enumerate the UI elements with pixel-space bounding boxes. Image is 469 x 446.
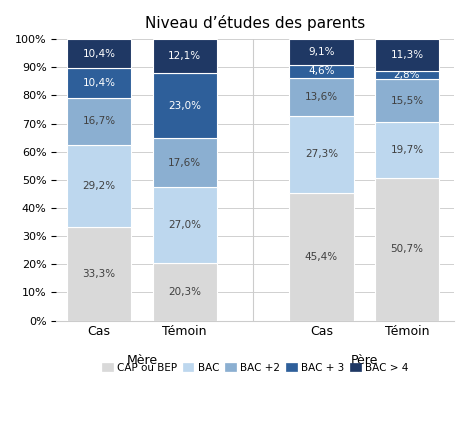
Text: 27,3%: 27,3% [305, 149, 338, 159]
Bar [375, 122, 439, 178]
Bar [152, 39, 217, 73]
Bar [289, 78, 354, 116]
Text: 45,4%: 45,4% [305, 252, 338, 262]
Bar [67, 39, 131, 68]
Bar [289, 39, 354, 65]
Text: 12,1%: 12,1% [168, 51, 201, 61]
Text: Père: Père [350, 354, 378, 368]
Text: 17,6%: 17,6% [168, 157, 201, 168]
Text: 10,4%: 10,4% [83, 49, 115, 59]
Bar [375, 39, 439, 71]
Text: 16,7%: 16,7% [83, 116, 116, 126]
Bar [375, 178, 439, 321]
Text: 4,6%: 4,6% [308, 66, 335, 76]
Text: 9,1%: 9,1% [308, 47, 335, 57]
Text: 20,3%: 20,3% [168, 287, 201, 297]
Text: 19,7%: 19,7% [390, 145, 424, 155]
Bar [67, 227, 131, 321]
Bar [152, 187, 217, 264]
Text: 15,5%: 15,5% [390, 95, 424, 106]
Bar [289, 116, 354, 193]
Text: 33,3%: 33,3% [83, 268, 116, 279]
Bar [375, 79, 439, 122]
Text: 2,8%: 2,8% [393, 70, 420, 80]
Bar [152, 264, 217, 321]
Text: 23,0%: 23,0% [168, 100, 201, 111]
Text: 13,6%: 13,6% [305, 92, 338, 102]
Bar [152, 73, 217, 138]
Bar [289, 65, 354, 78]
Text: 11,3%: 11,3% [390, 50, 424, 60]
Bar [67, 98, 131, 145]
Text: 27,0%: 27,0% [168, 220, 201, 231]
Bar [67, 145, 131, 227]
Bar [152, 138, 217, 187]
Text: Mère: Mère [126, 354, 158, 368]
Bar [289, 193, 354, 321]
Legend: CAP ou BEP, BAC, BAC +2, BAC + 3, BAC > 4: CAP ou BEP, BAC, BAC +2, BAC + 3, BAC > … [98, 359, 412, 377]
Bar [375, 71, 439, 79]
Text: 50,7%: 50,7% [391, 244, 424, 254]
Title: Niveau d’études des parents: Niveau d’études des parents [145, 15, 365, 31]
Bar [67, 68, 131, 98]
Text: 29,2%: 29,2% [83, 181, 116, 191]
Text: 10,4%: 10,4% [83, 78, 115, 88]
